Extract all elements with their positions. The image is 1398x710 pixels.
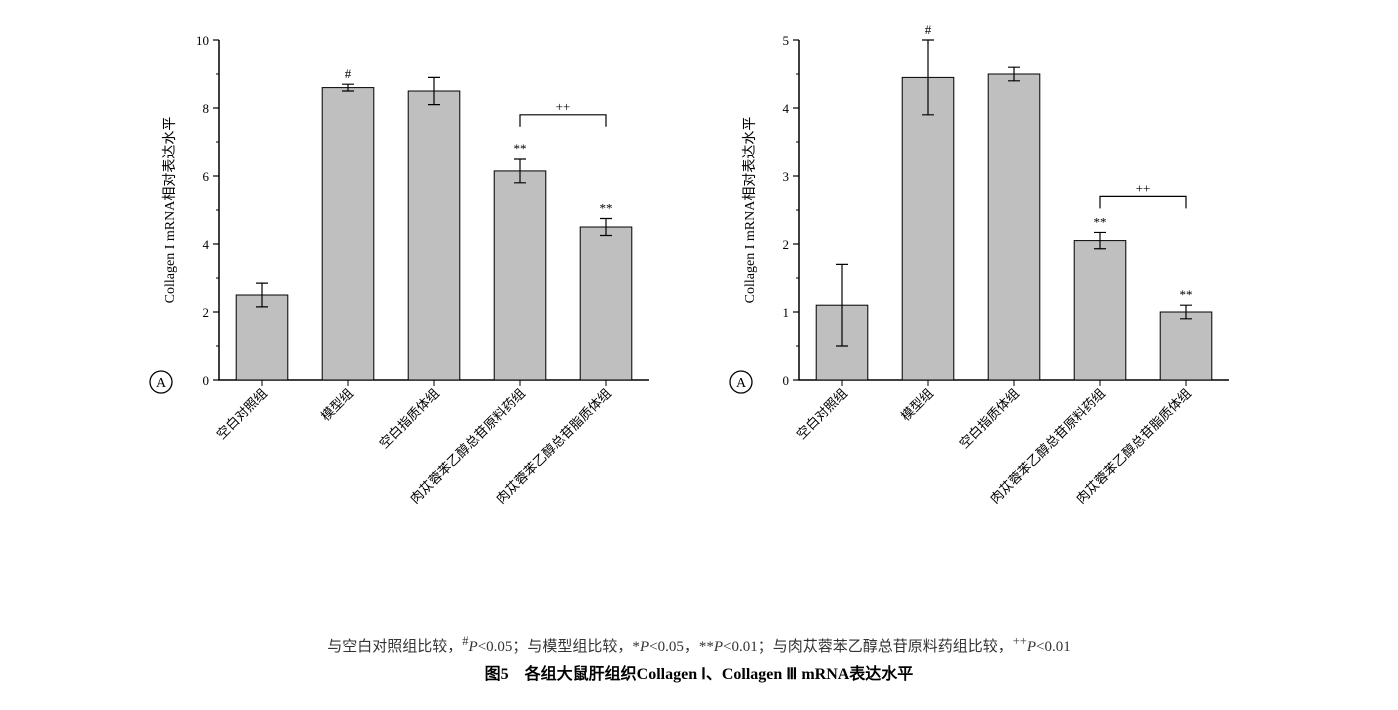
bar <box>408 91 460 380</box>
svg-text:空白指质体组: 空白指质体组 <box>956 386 1022 452</box>
bar <box>494 171 546 380</box>
panel-b-right: 0 1 2 3 4 5 Collagen I mRNA相对表达水平空白对照组 模型组空白指质体… <box>729 20 1249 600</box>
svg-text:**: ** <box>1094 214 1107 229</box>
svg-text:0: 0 <box>783 373 790 388</box>
svg-text:Collagen I mRNA相对表达水平: Collagen I mRNA相对表达水平 <box>742 117 758 304</box>
svg-text:8: 8 <box>203 101 210 116</box>
svg-text:#: # <box>925 22 932 37</box>
svg-text:4: 4 <box>783 101 790 116</box>
svg-text:**: ** <box>1180 287 1193 302</box>
svg-text:空白对照组: 空白对照组 <box>794 386 851 443</box>
svg-text:模型组: 模型组 <box>318 386 356 424</box>
svg-text:#: # <box>345 66 352 81</box>
svg-text:2: 2 <box>203 305 210 320</box>
bar <box>988 74 1040 380</box>
svg-text:模型组: 模型组 <box>898 386 936 424</box>
svg-text:3: 3 <box>783 169 790 184</box>
bar-chart: 0 2 4 6 8 10 Collagen I mRNA相对表达水平空白对照组 模型组空白指质… <box>149 20 669 600</box>
svg-text:**: ** <box>514 141 527 156</box>
bar <box>902 77 954 380</box>
panel-a-left: 0 2 4 6 8 10 Collagen I mRNA相对表达水平空白对照组 模型组空白指质… <box>149 20 669 600</box>
svg-text:10: 10 <box>196 33 209 48</box>
svg-text:1: 1 <box>783 305 790 320</box>
bar <box>1074 241 1126 380</box>
panel-label-icon: A <box>730 371 752 393</box>
panel-label-icon: A <box>150 371 172 393</box>
figure-caption: 与空白对照组比较，#P<0.05；与模型组比较，*P<0.05，**P<0.01… <box>327 630 1070 690</box>
svg-text:4: 4 <box>203 237 210 252</box>
svg-text:空白指质体组: 空白指质体组 <box>376 386 442 452</box>
caption-significance-note: 与空白对照组比较，#P<0.05；与模型组比较，*P<0.05，**P<0.01… <box>327 630 1070 661</box>
svg-text:Collagen I mRNA相对表达水平: Collagen I mRNA相对表达水平 <box>162 117 178 304</box>
svg-text:++: ++ <box>556 99 571 114</box>
svg-text:A: A <box>736 376 747 391</box>
svg-text:A: A <box>156 376 167 391</box>
svg-text:**: ** <box>600 201 613 216</box>
svg-text:2: 2 <box>783 237 790 252</box>
svg-text:0: 0 <box>203 373 210 388</box>
svg-text:6: 6 <box>203 169 210 184</box>
svg-text:++: ++ <box>1136 180 1151 195</box>
svg-text:5: 5 <box>783 33 790 48</box>
bar <box>236 295 288 380</box>
svg-text:空白对照组: 空白对照组 <box>214 386 271 443</box>
bar <box>580 227 632 380</box>
bar-chart: 0 1 2 3 4 5 Collagen I mRNA相对表达水平空白对照组 模型组空白指质体… <box>729 20 1249 600</box>
bar <box>1160 312 1212 380</box>
figure-row: 0246810Collagen I mRNA相对表达水平空白对照组模型组空白指质… <box>149 20 1249 600</box>
bar <box>322 88 374 380</box>
caption-title: 图5 各组大鼠肝组织Collagen Ⅰ、Collagen Ⅲ mRNA表达水平 <box>327 661 1070 690</box>
